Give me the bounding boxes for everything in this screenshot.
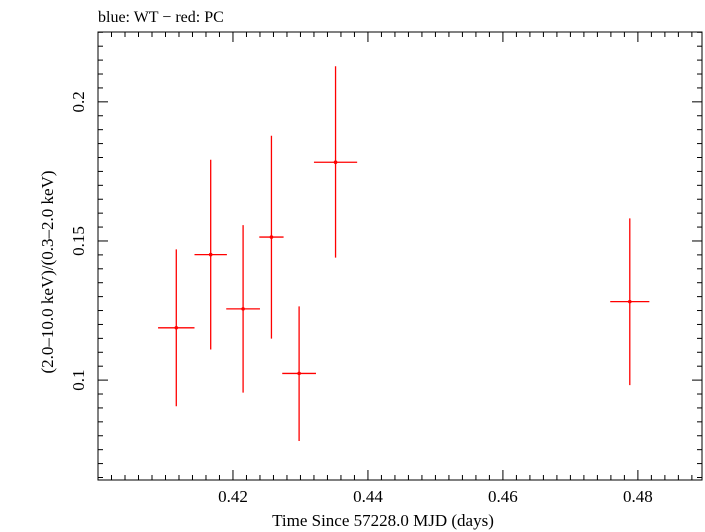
- point-marker: [208, 252, 213, 257]
- point-marker: [297, 371, 301, 376]
- y-tick-label: 0.2: [69, 91, 88, 112]
- chart-title: blue: WT − red: PC: [98, 9, 224, 26]
- point-marker: [174, 325, 179, 330]
- x-axis: 0.42 0.44 0.46 0.48: [97, 32, 693, 506]
- y-tick-label: 0.1: [69, 369, 88, 390]
- y-axis-label: (2.0–10.0 keV)/(0.3–2.0 keV): [38, 170, 57, 373]
- point-marker: [269, 235, 274, 239]
- y-axis: 0.1 0.15 0.2: [69, 31, 702, 478]
- data-point: [313, 66, 358, 258]
- point-marker: [627, 299, 632, 304]
- data-point: [259, 135, 284, 339]
- point-marker: [333, 160, 338, 165]
- data-point: [610, 218, 650, 386]
- data-point: [226, 225, 260, 393]
- x-tick-label: 0.44: [353, 487, 383, 506]
- y-tick-label: 0.15: [69, 226, 88, 256]
- x-tick-label: 0.48: [623, 487, 653, 506]
- data-point: [194, 159, 227, 350]
- data-series: [158, 66, 650, 442]
- point-marker: [241, 307, 245, 311]
- data-point: [158, 249, 195, 407]
- x-tick-label: 0.46: [488, 487, 518, 506]
- data-point: [282, 306, 316, 442]
- plot-frame: [97, 31, 703, 481]
- x-axis-label: Time Since 57228.0 MJD (days): [272, 511, 494, 530]
- x-tick-label: 0.42: [218, 487, 248, 506]
